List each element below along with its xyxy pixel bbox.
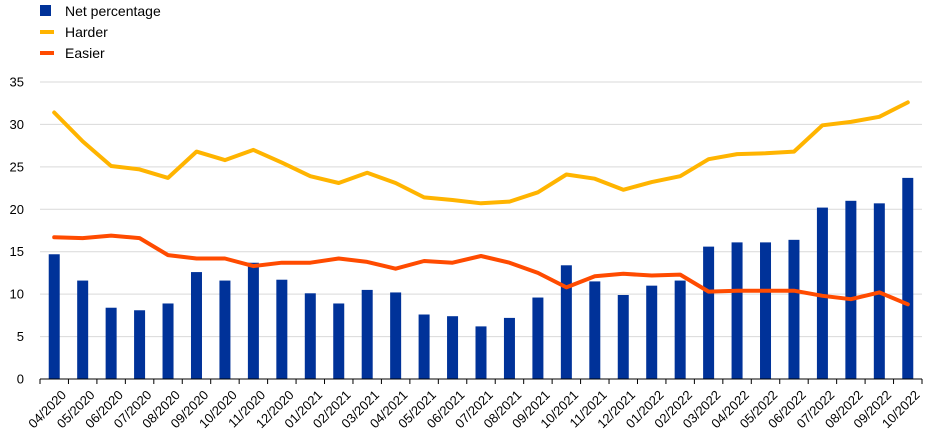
legend-item-net-percentage: Net percentage bbox=[40, 0, 161, 21]
bar-01-2021 bbox=[304, 293, 316, 379]
y-tick-label-0: 0 bbox=[17, 372, 24, 387]
legend: Net percentage Harder Easier bbox=[40, 0, 161, 63]
y-tick-label-15: 15 bbox=[10, 244, 24, 259]
bar-07-2020 bbox=[134, 310, 146, 379]
legend-label-net-percentage: Net percentage bbox=[65, 2, 161, 19]
legend-item-easier: Easier bbox=[40, 42, 161, 63]
y-tick-label-30: 30 bbox=[10, 117, 24, 132]
legend-swatch-easier bbox=[40, 50, 54, 55]
bar-10-2022 bbox=[902, 177, 914, 379]
bar-11-2020 bbox=[247, 262, 259, 379]
bar-02-2022 bbox=[674, 280, 686, 379]
y-tick-label-25: 25 bbox=[10, 159, 24, 174]
legend-item-harder: Harder bbox=[40, 21, 161, 42]
y-tick-label-20: 20 bbox=[10, 202, 24, 217]
bar-03-2021 bbox=[361, 289, 373, 379]
legend-label-easier: Easier bbox=[65, 44, 105, 61]
x-tick-labels: 04/202005/202006/202007/202008/202009/20… bbox=[25, 387, 922, 431]
legend-swatch-net-percentage bbox=[40, 5, 51, 16]
line-harder bbox=[52, 100, 910, 206]
bar-10-2021 bbox=[560, 265, 572, 379]
bar-09-2020 bbox=[190, 272, 202, 379]
bar-03-2022 bbox=[703, 246, 715, 379]
bar-04-2022 bbox=[731, 242, 743, 379]
bar-05-2022 bbox=[760, 242, 772, 379]
bar-06-2020 bbox=[105, 307, 117, 379]
bar-09-2021 bbox=[532, 297, 544, 379]
bars-net-percentage bbox=[48, 177, 914, 379]
bar-08-2020 bbox=[162, 303, 174, 379]
bar-08-2021 bbox=[503, 317, 515, 379]
lines bbox=[52, 100, 910, 307]
bar-05-2021 bbox=[418, 314, 430, 379]
bar-07-2022 bbox=[816, 207, 828, 379]
bar-06-2021 bbox=[447, 316, 459, 379]
bar-04-2021 bbox=[390, 292, 402, 379]
y-axis: 0 5 10 15 20 25 30 35 bbox=[10, 75, 24, 387]
bar-02-2021 bbox=[333, 303, 345, 379]
bar-11-2021 bbox=[589, 281, 601, 379]
bar-12-2021 bbox=[617, 294, 629, 379]
legend-swatch-harder bbox=[40, 29, 54, 34]
legend-label-harder: Harder bbox=[65, 23, 108, 40]
bar-04-2020 bbox=[48, 254, 60, 379]
bar-08-2022 bbox=[845, 200, 857, 379]
y-tick-label-5: 5 bbox=[17, 329, 24, 344]
bar-12-2020 bbox=[276, 279, 288, 379]
x-axis bbox=[39, 378, 923, 384]
gridlines bbox=[40, 81, 922, 338]
bar-07-2021 bbox=[475, 326, 487, 379]
bar-05-2020 bbox=[77, 280, 89, 379]
bar-01-2022 bbox=[646, 285, 658, 379]
y-tick-label-35: 35 bbox=[10, 75, 24, 90]
bar-06-2022 bbox=[788, 239, 800, 379]
bar-10-2020 bbox=[219, 280, 231, 379]
line-easier bbox=[52, 233, 910, 307]
y-tick-label-10: 10 bbox=[10, 287, 24, 302]
